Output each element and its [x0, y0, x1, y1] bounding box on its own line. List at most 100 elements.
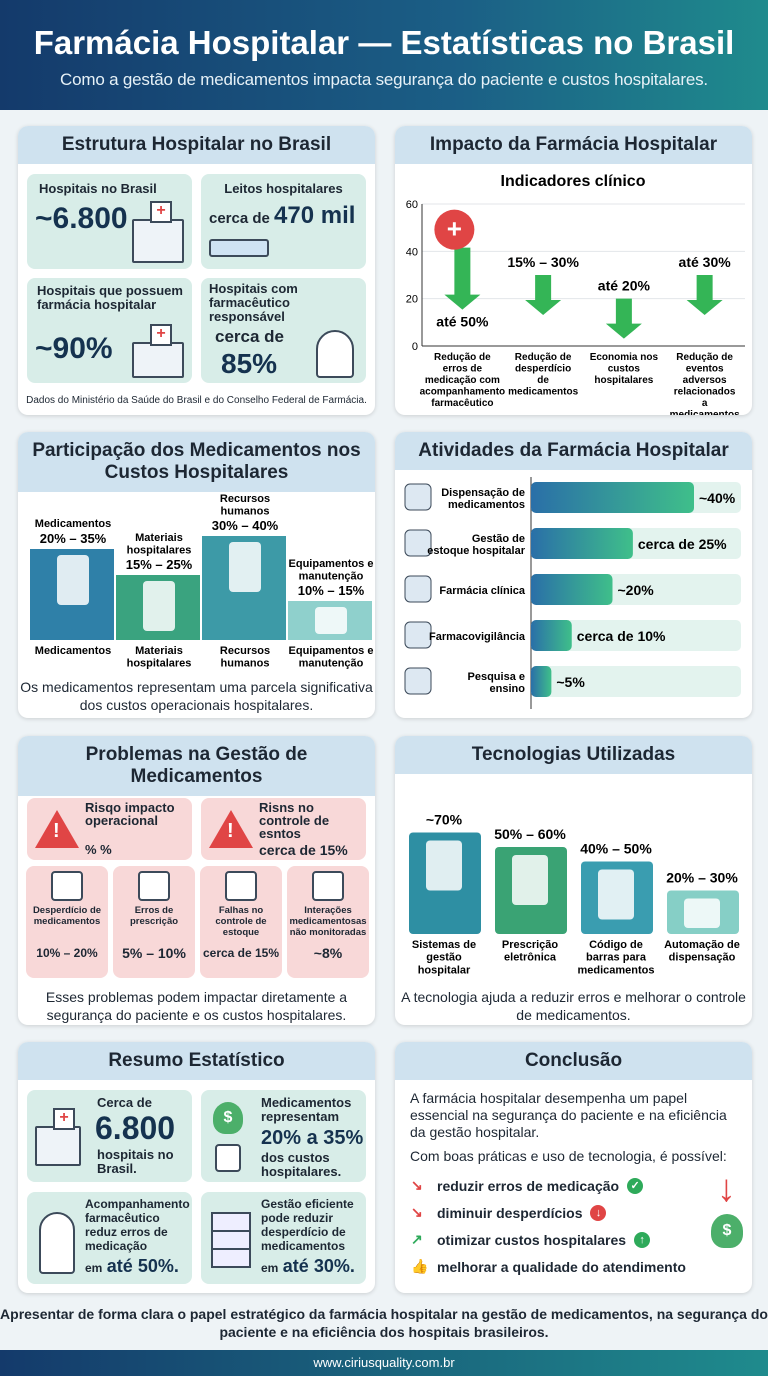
footer-statement: Apresentar de forma clara o papel estrat… — [0, 1306, 768, 1340]
resumo-card: Acompanhamento farmacêutico reduz erros … — [27, 1192, 192, 1284]
technology-icon — [684, 898, 720, 928]
resumo-big: até 30%. — [282, 1256, 355, 1276]
data-label: até 30% — [679, 254, 732, 270]
medicine-shelf-icon — [211, 1212, 251, 1268]
panel-estrutura: Estrutura Hospitalar no Brasil Hospitais… — [18, 126, 375, 415]
y-tick-label: estoque hospitalar — [427, 545, 526, 557]
activity-icon — [404, 621, 432, 649]
conclusion-text: melhorar a qualidade do atendimento — [437, 1258, 686, 1275]
x-tick-label: hospitalar — [418, 964, 471, 976]
x-tick-label: dispensação — [669, 952, 736, 964]
top-label: humanos — [221, 506, 270, 518]
card-value: 470 mil — [274, 202, 356, 229]
data-label: até 20% — [598, 278, 651, 294]
data-label: 50% – 60% — [494, 826, 566, 842]
x-tick-label: Prescrição — [502, 939, 559, 951]
problem-label: Erros de prescrição — [129, 905, 179, 927]
top-label: Equipamentos e — [289, 558, 374, 570]
conclusion-item: ↘ reduzir erros de medicação ✓ — [411, 1172, 686, 1199]
y-tick-label: ensino — [490, 683, 526, 695]
problemas-note: Esses problemas podem impactar diretamen… — [45, 989, 348, 1023]
card-hospitais: Hospitais no Brasil ~6.800 — [27, 174, 192, 269]
data-label: ~20% — [618, 582, 655, 598]
problem-card: Desperdício de medicamentos 10% – 20% — [26, 866, 108, 978]
top-label: Medicamentos — [35, 518, 111, 530]
top-label: Recursos — [220, 493, 270, 505]
resumo-big: até 50%. — [106, 1256, 179, 1276]
panel-title: Tecnologias Utilizadas — [395, 736, 752, 774]
problem-card: Interações medicamentosas não monitorada… — [287, 866, 369, 978]
page-title: Farmácia Hospitalar — Estatísticas no Br… — [33, 24, 735, 61]
activity-bar — [531, 528, 633, 559]
cost-down-arrow-icon: ↓ — [717, 1168, 736, 1210]
x-tick-label: Automação de — [664, 939, 740, 951]
footer-bar: www.ciriusquality.com.br — [0, 1350, 768, 1376]
problem-value: cerca de 15% — [202, 946, 280, 960]
bar-track — [531, 620, 741, 651]
activity-bar — [531, 620, 572, 651]
panel-title: Problemas na Gestão de Medicamentos — [18, 736, 375, 796]
status-badge-icon: ✓ — [627, 1177, 644, 1194]
panel-tecnologias: Tecnologias Utilizadas ~70% Sistemas de ge… — [395, 736, 752, 1025]
range-label: 15% – 25% — [126, 557, 193, 572]
hospital-pharmacy-icon — [132, 324, 184, 378]
card-label: Hospitais no Brasil — [39, 181, 157, 196]
data-label: 20% – 30% — [666, 870, 738, 886]
data-label: 15% – 30% — [507, 254, 579, 270]
problem-label: Desperdício de medicamentos — [32, 905, 102, 927]
indicator-arrow — [525, 275, 562, 315]
technology-icon — [512, 855, 548, 905]
problem-card: Falhas no controle de estoque cerca de 1… — [200, 866, 282, 978]
trend-icon: 👍 — [411, 1258, 429, 1274]
card-farmaceutico: Hospitais com farmacêutico responsável c… — [201, 278, 366, 383]
card-label: Hospitais com farmacêutico responsável — [209, 281, 298, 324]
trend-icon: ↘ — [411, 1177, 423, 1193]
top-label: Materiais — [135, 532, 183, 544]
x-tick-label: Sistemas de — [412, 939, 476, 951]
problem-label: Interações medicamentosas não monitorada… — [289, 905, 367, 938]
warning-icon: ! — [209, 810, 253, 848]
indicator-arrow — [686, 275, 723, 315]
conclusao-paragraph: A farmácia hospitalar desempenha um pape… — [410, 1090, 727, 1140]
x-tick-label: medicamentos — [577, 964, 654, 976]
trash-pills-icon — [51, 871, 83, 901]
alert-value: % % — [85, 842, 112, 857]
footer-url[interactable]: www.ciriusquality.com.br — [313, 1355, 455, 1370]
resumo-card: Cerca de 6.800 hospitais no Brasil. — [27, 1090, 192, 1182]
bar-track — [531, 666, 741, 697]
x-tick-label: desperdício — [515, 364, 571, 375]
empty-shelf-icon — [225, 871, 257, 901]
x-tick-label: hospitalares — [127, 658, 192, 670]
panel-title: Estrutura Hospitalar no Brasil — [18, 126, 375, 164]
y-tick-label: 20 — [406, 294, 418, 306]
header: Farmácia Hospitalar — Estatísticas no Br… — [0, 0, 768, 110]
alert-title: Risns no controle de esntos — [259, 800, 330, 841]
card-prefix: cerca de — [209, 210, 275, 227]
bed-icon — [209, 239, 269, 257]
resumo-em: em — [85, 1261, 103, 1275]
y-tick-label: Dispensação de — [441, 487, 525, 499]
x-tick-label: medicamentos — [670, 410, 740, 416]
alert-value: cerca de 15% — [259, 842, 348, 858]
panel-atividades: Atividades da Farmácia Hospitalar ~40% Di… — [395, 432, 752, 718]
card-label: Leitos hospitalares — [224, 181, 343, 196]
data-label: até 50% — [436, 314, 489, 330]
status-badge-icon: ↑ — [634, 1231, 651, 1248]
conclusion-item: ↗ otimizar custos hospitalares ↑ — [411, 1226, 686, 1253]
panel-title: Atividades da Farmácia Hospitalar — [395, 432, 752, 470]
resumo-pre: Cerca de — [97, 1095, 152, 1110]
pharmacist-icon — [316, 330, 354, 378]
resumo-pre: Acompanhamento farmacêutico reduz erros … — [85, 1197, 190, 1253]
activity-bar — [531, 482, 694, 513]
card-value: 85% — [221, 348, 278, 379]
x-tick-label: de — [537, 375, 549, 386]
x-tick-label: medicação com — [425, 375, 500, 386]
card-value: ~6.800 — [35, 202, 128, 235]
x-tick-label: Recursos — [220, 645, 270, 657]
panel-impacto: Impacto da Farmácia Hospitalar Indicador… — [395, 126, 752, 415]
indicator-arrow — [444, 247, 481, 310]
warning-icon: ! — [35, 810, 79, 848]
range-label: 10% – 15% — [298, 583, 365, 598]
data-label: cerca de 25% — [638, 536, 727, 552]
